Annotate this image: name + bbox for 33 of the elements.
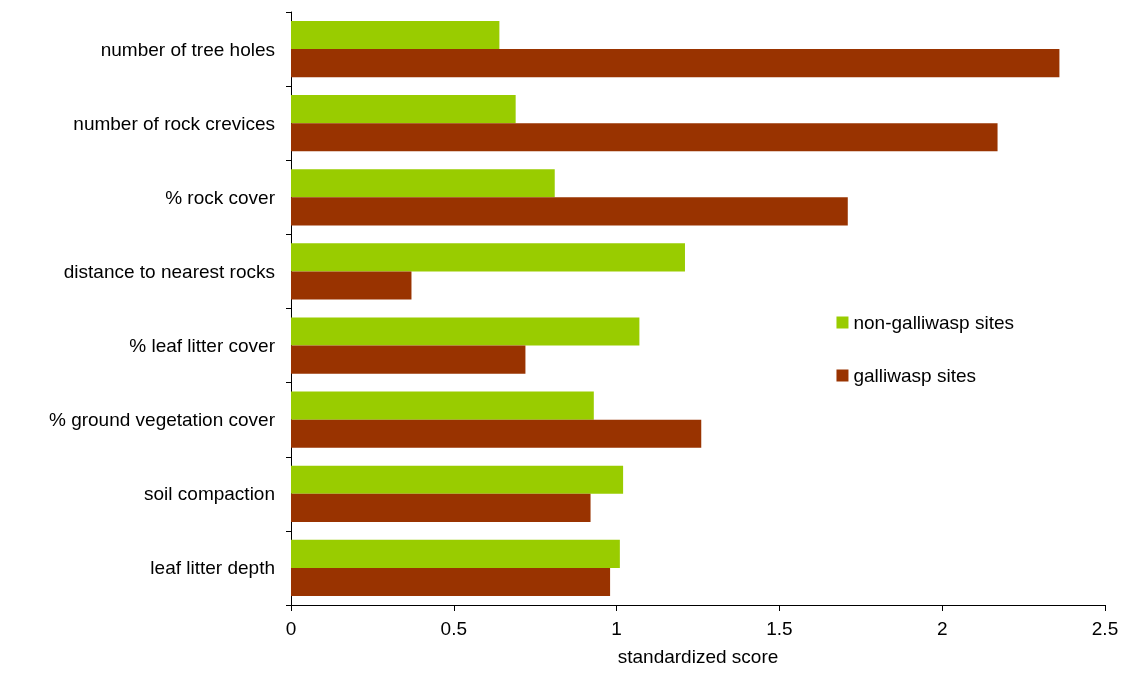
y-tick-label: leaf litter depth [150,557,275,579]
bar [291,567,611,597]
y-tick-label: soil compaction [144,483,275,505]
bar [291,49,1060,78]
x-tick-label: 1 [611,618,622,639]
bar [291,271,412,300]
x-tick-label: 0 [285,618,297,639]
bar [291,317,640,346]
x-tick-label: 1.5 [766,618,793,639]
bar [291,95,516,124]
bar [291,419,702,448]
bar [291,345,526,374]
bar [291,493,591,522]
y-tick-label: number of rock crevices [73,112,275,134]
y-tick-label: distance to nearest rocks [63,260,275,282]
legend-label: non-galliwasp sites [853,312,1015,333]
bar [291,169,555,198]
y-tick-label: % ground vegetation cover [48,409,276,431]
bar [291,123,998,152]
bar [291,465,624,494]
legend-label: galliwasp sites [853,365,976,386]
x-axis-title: standardized score [617,646,779,667]
y-tick-label: % rock cover [165,186,276,208]
bar [291,20,500,50]
x-tick-label: 2.5 [1091,618,1119,639]
y-tick-label: % leaf litter cover [129,335,276,357]
y-tick-label: number of tree holes [100,38,275,60]
bar [291,539,620,568]
bar [291,391,594,420]
x-tick-label: 2 [936,618,948,639]
x-tick-label: 0.5 [440,618,468,639]
bar [291,197,848,226]
bar [291,243,685,272]
